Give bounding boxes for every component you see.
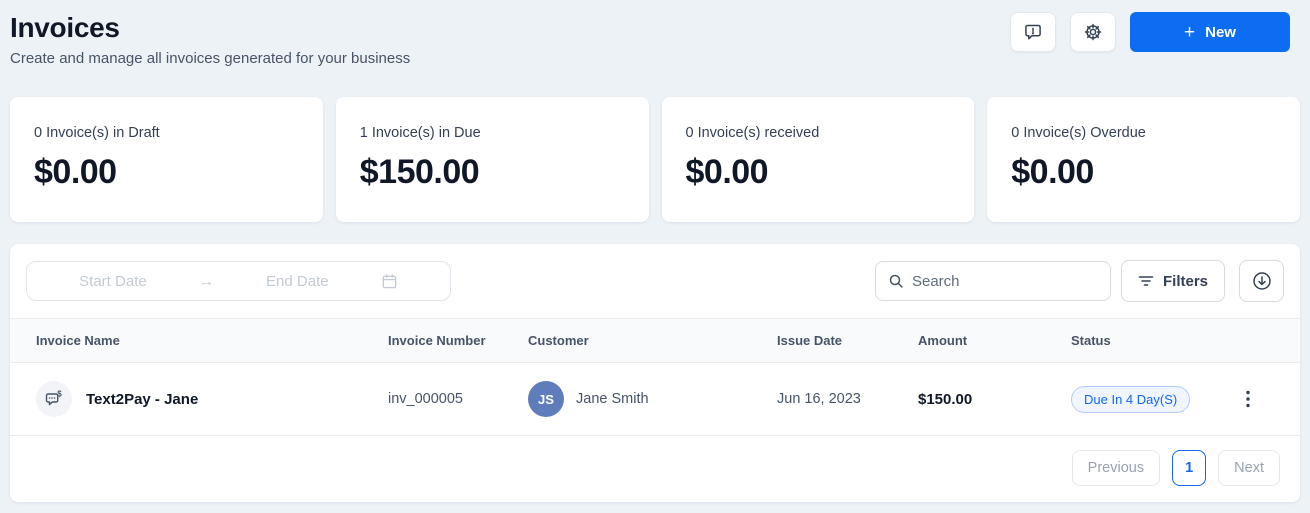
feedback-button[interactable] — [1010, 12, 1056, 52]
status-cell: Due In 4 Day(S) — [1071, 385, 1240, 413]
row-menu-button[interactable] — [1240, 384, 1300, 414]
filters-button[interactable]: Filters — [1120, 260, 1225, 302]
status-badge: Due In 4 Day(S) — [1071, 385, 1191, 413]
table-toolbar: Start Date → End Date — [10, 244, 1300, 318]
table-row[interactable]: $ Text2Pay - Jane inv_000005 JS Jane Smi… — [10, 363, 1300, 436]
stat-value: $0.00 — [1011, 153, 1094, 191]
pagination: Previous 1 Next — [10, 436, 1300, 502]
invoice-amount: $150.00 — [918, 390, 973, 408]
stat-cards: 0 Invoice(s) in Draft $0.00 1 Invoice(s)… — [0, 97, 1310, 222]
new-invoice-button[interactable]: + New — [1130, 12, 1290, 52]
stat-label: 0 Invoice(s) received — [685, 125, 820, 141]
svg-text:$: $ — [57, 390, 62, 399]
page-number-button[interactable]: 1 — [1172, 450, 1207, 486]
filters-button-label: Filters — [1162, 272, 1208, 290]
invoice-name[interactable]: Text2Pay - Jane — [86, 390, 199, 408]
date-range-picker[interactable]: Start Date → End Date — [26, 261, 451, 301]
page-title: Invoices — [10, 12, 120, 43]
end-date-field[interactable]: End Date — [266, 272, 329, 290]
stat-card-overdue: 0 Invoice(s) Overdue $0.00 — [987, 97, 1300, 222]
stat-card-due: 1 Invoice(s) in Due $150.00 — [335, 97, 649, 222]
stat-label: 0 Invoice(s) Overdue — [1011, 125, 1146, 141]
column-header-invoice-number: Invoice Number — [388, 333, 486, 348]
stat-label: 0 Invoice(s) in Draft — [34, 125, 160, 141]
page-subtitle: Create and manage all invoices generated… — [10, 50, 411, 67]
customer-name: Jane Smith — [576, 391, 649, 407]
issue-date: Jun 16, 2023 — [777, 391, 861, 407]
gear-icon — [1083, 22, 1103, 42]
search-box[interactable] — [874, 261, 1111, 301]
column-header-issue-date: Issue Date — [777, 333, 843, 348]
column-header-amount: Amount — [918, 333, 968, 348]
stat-label: 1 Invoice(s) in Due — [359, 125, 481, 141]
settings-button[interactable] — [1070, 12, 1116, 52]
previous-page-button[interactable]: Previous — [1071, 450, 1161, 486]
kebab-menu-icon — [1246, 390, 1250, 408]
invoices-table-card: Start Date → End Date — [10, 244, 1300, 502]
column-header-customer: Customer — [528, 333, 589, 348]
start-date-field[interactable]: Start Date — [79, 272, 147, 290]
stat-card-received: 0 Invoice(s) received $0.00 — [661, 97, 975, 222]
download-circle-icon — [1251, 270, 1273, 292]
new-invoice-button-label: New — [1205, 23, 1236, 41]
filter-lines-icon — [1138, 274, 1154, 288]
text2pay-bubble-dollar-icon: $ — [36, 381, 72, 417]
feedback-bubble-icon — [1023, 22, 1043, 42]
column-header-status: Status — [1071, 333, 1111, 348]
header-actions: + New — [1010, 12, 1290, 52]
page-header: Invoices Create and manage all invoices … — [0, 0, 1310, 67]
customer-cell: JS Jane Smith — [528, 381, 777, 417]
search-input[interactable] — [911, 272, 1098, 290]
customer-avatar: JS — [528, 381, 564, 417]
export-download-button[interactable] — [1239, 260, 1284, 302]
page-header-text: Invoices Create and manage all invoices … — [10, 12, 410, 67]
stat-card-draft: 0 Invoice(s) in Draft $0.00 — [10, 97, 323, 222]
stat-value: $0.00 — [685, 153, 769, 191]
invoice-name-cell: $ Text2Pay - Jane — [36, 381, 388, 417]
invoice-number: inv_000005 — [388, 391, 463, 407]
stat-value: $150.00 — [359, 153, 480, 191]
next-page-button[interactable]: Next — [1218, 450, 1280, 486]
table-header-row: Invoice Name Invoice Number Customer Iss… — [10, 318, 1300, 363]
stat-value: $0.00 — [34, 153, 117, 191]
column-header-invoice-name: Invoice Name — [36, 333, 120, 348]
arrow-right-icon: → — [198, 272, 214, 290]
search-icon — [888, 273, 904, 289]
plus-icon: + — [1184, 21, 1196, 43]
calendar-icon — [381, 273, 398, 290]
